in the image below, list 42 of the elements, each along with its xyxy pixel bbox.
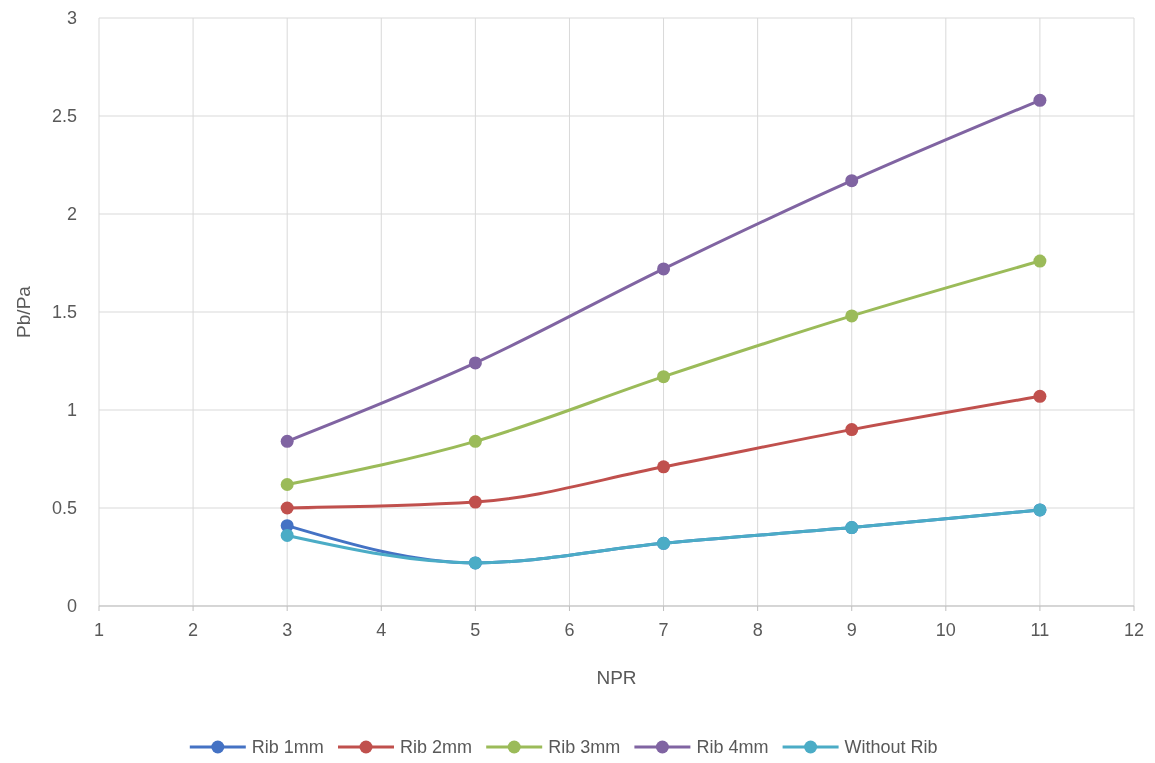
point [657, 460, 671, 474]
point [468, 356, 482, 370]
x-tick-label: 11 [1030, 620, 1050, 640]
y-tick-label: 2.5 [51, 106, 77, 126]
y-tick-label: 0 [66, 596, 77, 616]
x-tick-label: 10 [935, 620, 956, 640]
x-axis-title: NPR [596, 667, 637, 688]
point [468, 495, 482, 509]
x-tick-label: 7 [658, 620, 669, 640]
point [845, 174, 859, 188]
legend-label: Rib 3mm [548, 737, 621, 757]
point [468, 434, 482, 448]
point [657, 370, 671, 384]
point [280, 477, 294, 491]
y-tick-label: 2 [66, 204, 77, 224]
y-tick-label: 0.5 [51, 498, 77, 518]
x-tick-label: 2 [188, 620, 199, 640]
x-tick-label: 8 [752, 620, 763, 640]
point [1033, 254, 1047, 268]
x-tick-label: 12 [1123, 620, 1145, 640]
point [657, 262, 671, 276]
x-tick-label: 3 [282, 620, 293, 640]
legend-label: Rib 2mm [400, 737, 473, 757]
point [1033, 93, 1047, 107]
y-tick-label: 3 [66, 8, 77, 28]
x-tick-label: 1 [93, 620, 105, 640]
y-tick-label: 1.5 [51, 302, 77, 322]
x-tick-label: 4 [376, 620, 387, 640]
point [845, 309, 859, 323]
legend-label: Rib 4mm [696, 737, 769, 757]
point [845, 423, 859, 437]
point [280, 501, 294, 515]
legend-label: Without Rib [844, 737, 938, 757]
point [280, 528, 294, 542]
x-tick-label: 5 [470, 620, 481, 640]
x-tick-label: 9 [846, 620, 857, 640]
point [280, 434, 294, 448]
y-tick-label: 1 [66, 400, 77, 420]
legend-label: Rib 1mm [251, 737, 324, 757]
x-tick-label: 6 [564, 620, 575, 640]
y-axis-title: Pb/Pa [13, 285, 34, 338]
point [1033, 389, 1047, 403]
